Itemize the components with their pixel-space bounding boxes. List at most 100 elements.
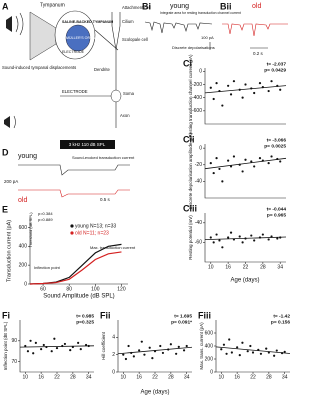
point [161,351,165,355]
label: 10 [23,374,29,380]
label: 0.2 s [253,51,264,56]
point [246,350,249,353]
label: Resting potential (mV) [188,215,193,260]
label: -40 [195,179,202,185]
label: Tympanum [40,2,65,8]
label: 600 [205,330,214,336]
label: 0 [112,369,115,375]
label: Discrete depolarisations [172,45,215,50]
label: 90 [11,338,17,344]
point [69,349,72,352]
point [148,346,151,349]
point [241,341,244,344]
fit-line [204,157,287,170]
point [250,234,253,237]
point [209,162,212,165]
point [34,341,37,344]
label: SALINE-BACKED TYMPANUM [62,20,113,24]
point [283,350,286,353]
trace-young-evoked [18,164,130,176]
point [258,157,262,160]
point [258,82,262,85]
point [212,171,215,175]
point [267,238,270,241]
point [169,343,172,346]
point [24,344,27,348]
label: Fi [2,310,10,320]
point [221,104,224,107]
label: Axon [120,113,130,118]
label: 28 [70,374,76,380]
label: 200 [19,262,28,268]
label: 70 [11,359,17,365]
label: 0.5 s [100,197,111,202]
label: 100 pA [201,35,214,40]
label: 600 [19,225,28,231]
label: Attachment cell [122,5,151,10]
point [241,96,244,99]
fit-line [215,346,291,354]
label: 400 [205,343,214,349]
label: 16 [136,374,142,380]
trace-old-resting [222,23,288,37]
label: 28 [266,374,272,380]
label: 0 [210,369,213,375]
label: -600 [192,108,202,114]
point [140,340,143,343]
label: 0 [199,69,202,75]
point [138,349,141,352]
label: 22 [152,374,158,380]
label: 10 [219,374,225,380]
label: Threshold (dB SPL) [28,212,33,248]
label: p= 0.965 [267,212,286,218]
point [225,352,228,355]
label: p= 0.0429 [264,67,286,73]
legend-dot [70,224,74,228]
point [159,344,162,348]
label: 400 [19,244,28,250]
point [251,351,255,354]
label: young [18,153,37,160]
point [132,355,135,358]
axis [204,68,286,125]
label: Cii [183,134,195,144]
label: -200 [192,82,202,88]
label: Bi [142,1,151,11]
point [279,160,282,163]
point [227,159,230,162]
point [229,165,233,168]
point [55,346,59,350]
axis [19,320,94,373]
label: Integrate area for resting transduction … [160,11,241,15]
point [227,236,230,239]
label: old N=11; n=23 [75,230,109,236]
label: old [18,197,27,204]
point [215,82,218,85]
label: young N=13; n=33 [75,223,116,229]
label: 100 [91,286,100,292]
point [270,155,273,158]
label: E [2,204,8,214]
label: t= -0.044 [267,206,287,212]
fit-line [117,346,193,355]
point [273,354,276,357]
label: Age (days) [140,390,169,396]
label: p=0.325 [76,319,94,325]
point [209,236,212,239]
point [77,341,80,344]
axis [204,213,286,263]
fit-line [204,236,287,241]
label: -20 [195,162,202,168]
point [220,348,223,351]
label: Hill coefficient [101,331,106,359]
label: A [2,1,9,11]
curve [29,251,122,285]
label: 10 [208,264,214,270]
point [218,167,221,171]
point [238,354,241,357]
fit-line [19,345,95,348]
point [222,343,226,346]
point [249,344,252,348]
label: 120 [117,286,126,292]
